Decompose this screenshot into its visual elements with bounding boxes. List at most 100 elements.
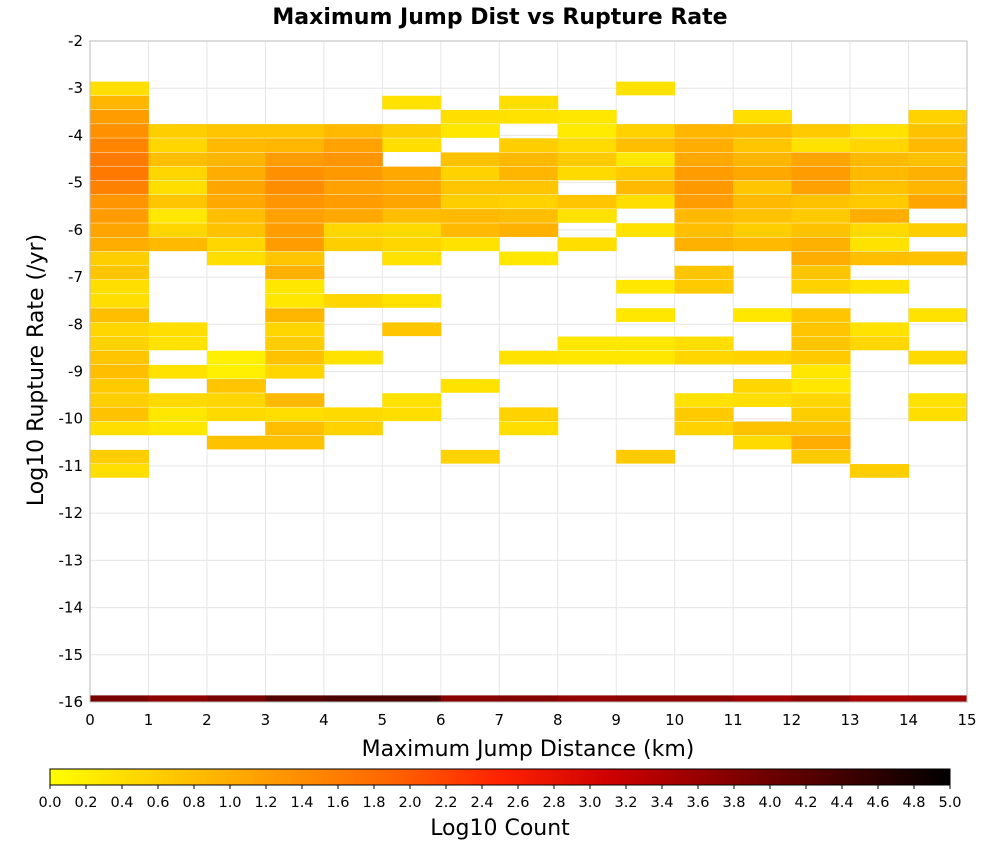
colorbar-tick-label: 5.0 — [938, 795, 961, 811]
heatmap-cell — [382, 180, 442, 195]
colorbar-tick-label: 1.6 — [326, 795, 349, 811]
heatmap-cell — [206, 237, 266, 252]
heatmap-cell — [791, 209, 851, 223]
heatmap-cell — [733, 435, 793, 450]
colorbar-tick-label: 0.2 — [74, 795, 97, 811]
heatmap-cell — [557, 124, 617, 138]
heatmap-cell — [616, 223, 676, 237]
heatmap-cell — [90, 421, 149, 436]
heatmap-cells — [90, 81, 968, 702]
heatmap-cell — [206, 350, 266, 365]
y-tick-label: -13 — [59, 551, 84, 569]
heatmap-cell — [90, 109, 149, 124]
heatmap-cell — [850, 209, 910, 223]
heatmap-cell — [382, 294, 442, 308]
colorbar-tick-label: 1.0 — [218, 795, 241, 811]
heatmap-cell — [148, 124, 208, 138]
heatmap-cell — [499, 209, 559, 223]
heatmap-cell-bottom — [440, 695, 500, 702]
heatmap-cell — [791, 393, 851, 407]
heatmap-cell — [557, 350, 617, 365]
heatmap-cell — [440, 449, 500, 464]
heatmap-cell — [850, 279, 910, 294]
heatmap-cell — [323, 166, 383, 181]
heatmap-cell — [265, 435, 325, 450]
colorbar-tick-label: 3.0 — [578, 795, 601, 811]
heatmap-cell — [440, 223, 500, 237]
colorbar-tick-label: 0.6 — [146, 795, 169, 811]
heatmap-cell — [206, 393, 266, 407]
heatmap-cell — [850, 464, 910, 478]
heatmap-cell — [90, 449, 149, 464]
heatmap-cell — [440, 152, 500, 167]
heatmap-cell — [323, 194, 383, 209]
heatmap-cell — [265, 350, 325, 365]
heatmap-cell — [90, 336, 149, 351]
heatmap-cell — [265, 223, 325, 237]
x-tick-label: 4 — [319, 711, 329, 729]
heatmap-cell — [440, 166, 500, 181]
heatmap-cell — [616, 350, 676, 365]
y-tick-label: -7 — [68, 268, 83, 286]
heatmap-cell — [90, 194, 149, 209]
heatmap-cell — [90, 308, 149, 322]
heatmap-cell — [616, 180, 676, 195]
heatmap-cell — [148, 138, 208, 152]
heatmap-cell — [674, 166, 734, 181]
heatmap-cell-bottom — [616, 695, 676, 702]
x-tick-label: 15 — [957, 711, 976, 729]
x-tick-label: 8 — [553, 711, 563, 729]
y-tick-label: -15 — [59, 646, 84, 664]
heatmap-cell — [206, 124, 266, 138]
heatmap-cell — [733, 109, 793, 124]
x-tick-label: 11 — [724, 711, 743, 729]
y-tick-label: -9 — [68, 363, 83, 381]
heatmap-cell-bottom — [674, 695, 734, 702]
heatmap-cell-bottom — [499, 695, 559, 702]
heatmap-cell — [323, 421, 383, 436]
colorbar-tick-label: 0.4 — [110, 795, 133, 811]
heatmap-cell — [499, 95, 559, 110]
heatmap-cell-bottom — [148, 695, 208, 702]
heatmap-cell — [557, 109, 617, 124]
heatmap-cell — [499, 194, 559, 209]
heatmap-cell — [90, 124, 149, 138]
heatmap-cell — [382, 166, 442, 181]
heatmap-cell — [90, 294, 149, 308]
heatmap-cell — [499, 350, 559, 365]
heatmap-cell — [557, 209, 617, 223]
heatmap-cell — [206, 138, 266, 152]
heatmap-cell — [557, 152, 617, 167]
heatmap-cell — [616, 138, 676, 152]
heatmap-cell — [382, 138, 442, 152]
colorbar-tick-label: 2.4 — [470, 795, 493, 811]
heatmap-cell — [850, 223, 910, 237]
heatmap-cell — [674, 194, 734, 209]
colorbar-tick-label: 0.0 — [38, 795, 61, 811]
heatmap-cell — [206, 407, 266, 422]
heatmap-cell — [557, 237, 617, 252]
heatmap-cell — [265, 336, 325, 351]
heatmap-cell — [850, 336, 910, 351]
heatmap-cell — [908, 393, 968, 407]
heatmap-cell — [148, 393, 208, 407]
x-tick-label: 9 — [611, 711, 621, 729]
heatmap-cell — [265, 364, 325, 379]
heatmap-cell — [265, 124, 325, 138]
heatmap-cell — [791, 138, 851, 152]
colorbar-ticks: 0.0 0.2 0.4 0.6 0.8 1.0 1.2 1.4 1.6 1.8 2.0 2.2 2.4 2… — [38, 785, 962, 811]
heatmap-cell-bottom — [90, 695, 149, 702]
heatmap-cell — [850, 138, 910, 152]
heatmap-cell — [148, 421, 208, 436]
heatmap-cell — [674, 223, 734, 237]
colorbar-tick-label: 4.2 — [794, 795, 817, 811]
heatmap-cell — [265, 209, 325, 223]
heatmap-cell — [674, 336, 734, 351]
heatmap-cell — [265, 393, 325, 407]
heatmap-cell — [908, 138, 968, 152]
x-tick-label: 12 — [782, 711, 801, 729]
heatmap-cell — [440, 209, 500, 223]
heatmap-cell — [850, 180, 910, 195]
heatmap-cell — [90, 223, 149, 237]
heatmap-cell — [616, 308, 676, 322]
